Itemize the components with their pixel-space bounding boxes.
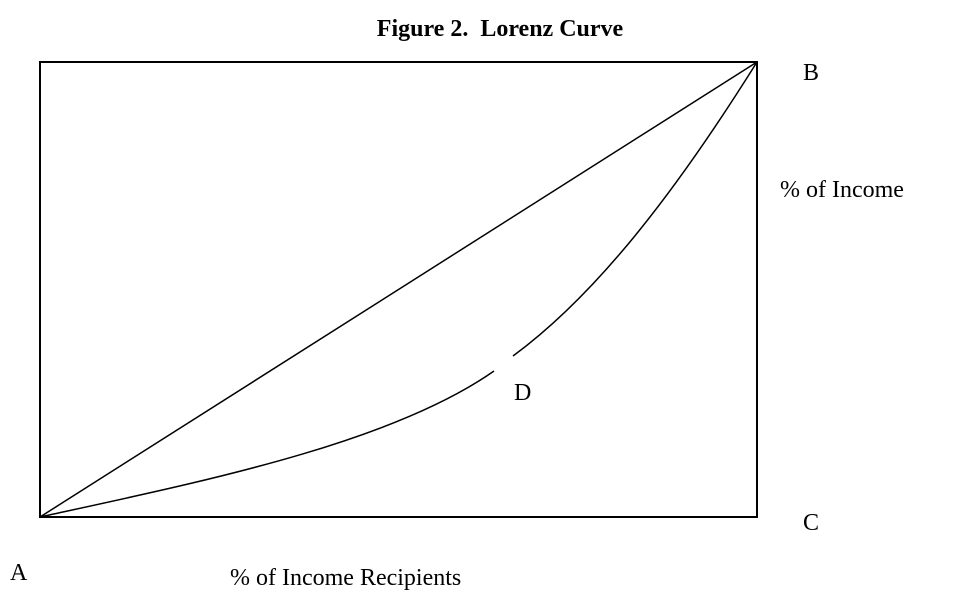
title: Figure 2. Lorenz Curve	[377, 16, 624, 42]
frame	[39, 61, 758, 518]
y-axis-label: % of Income	[780, 177, 904, 203]
point-label: B	[803, 60, 819, 86]
point-label: C	[803, 510, 819, 536]
equality-line	[39, 61, 758, 518]
point-label: D	[514, 380, 531, 406]
x-axis-label: % of Income Recipients	[230, 565, 461, 591]
lorenz-curve-upper	[512, 61, 758, 357]
lorenz-curve-lower	[39, 370, 495, 518]
point-label: A	[10, 560, 28, 586]
